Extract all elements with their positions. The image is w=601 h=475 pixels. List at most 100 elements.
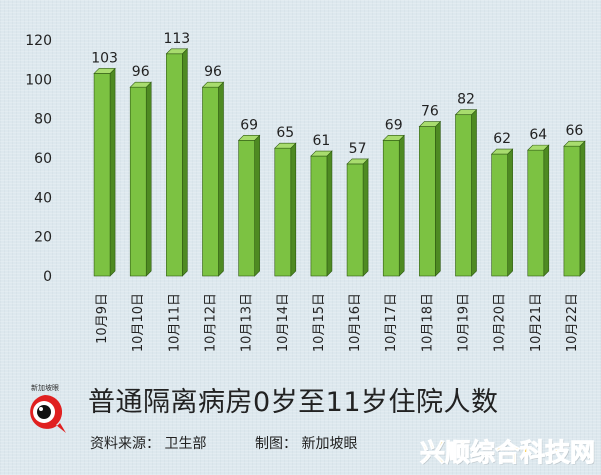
x-tick-label: 10月12日 bbox=[204, 293, 219, 352]
bar bbox=[310, 150, 333, 277]
x-tick-label: 10月16日 bbox=[348, 293, 363, 352]
data-label: 82 bbox=[457, 92, 475, 108]
source-note: 资料来源： 卫生部 bbox=[90, 436, 207, 452]
bar-top bbox=[346, 158, 369, 165]
bar-side bbox=[254, 134, 260, 277]
bar-side bbox=[182, 48, 188, 277]
bar-top bbox=[93, 68, 116, 74]
bar-front bbox=[419, 126, 436, 277]
x-tick-label: 10月11日 bbox=[167, 293, 182, 352]
bar-top bbox=[237, 135, 261, 141]
bar-top bbox=[274, 142, 297, 149]
bar-chart: 0 20 40 60 80 100 120 103 96 113 96 69 65 61 57 69 76 82… bbox=[25, 31, 586, 352]
bar bbox=[129, 81, 152, 277]
data-label: 96 bbox=[132, 64, 150, 80]
bar-side bbox=[326, 150, 333, 277]
bar-front bbox=[93, 73, 111, 277]
bar-side bbox=[109, 67, 116, 277]
x-axis: 10月9日 10月10日 10月11日 10月12日 10月13日 10月14日 10月15… bbox=[95, 293, 580, 352]
x-tick-label: 10月13日 bbox=[240, 293, 255, 352]
bar bbox=[454, 109, 478, 277]
bar-side bbox=[145, 81, 152, 277]
x-tick-label: 10月17日 bbox=[384, 293, 399, 352]
data-label: 62 bbox=[493, 131, 511, 147]
data-label: 96 bbox=[204, 64, 222, 80]
data-label: 65 bbox=[276, 125, 294, 141]
bar-front bbox=[346, 163, 364, 277]
bar-side bbox=[290, 142, 297, 277]
logo-text: 新加坡眼 bbox=[31, 384, 59, 392]
bar-side bbox=[579, 140, 586, 277]
y-tick-label: 120 bbox=[25, 33, 52, 49]
bar-front bbox=[238, 140, 255, 277]
bar bbox=[237, 134, 261, 277]
bar bbox=[201, 81, 225, 277]
bar-front bbox=[527, 149, 545, 277]
bar-front bbox=[563, 145, 581, 277]
x-tick-label: 10月9日 bbox=[95, 293, 110, 344]
bar-side bbox=[435, 120, 441, 277]
x-tick-label: 10月19日 bbox=[457, 293, 472, 352]
bar-front bbox=[491, 153, 508, 277]
bar-top bbox=[454, 109, 478, 116]
eye-logo-icon: 新加坡眼 bbox=[20, 383, 70, 443]
bar-front bbox=[455, 114, 472, 277]
bar-top bbox=[201, 81, 225, 88]
x-tick-label: 10月15日 bbox=[312, 293, 327, 352]
y-tick-label: 40 bbox=[34, 190, 52, 206]
bar-front bbox=[310, 155, 328, 277]
data-label: 61 bbox=[313, 133, 331, 149]
bar-front bbox=[382, 140, 400, 277]
bar-top bbox=[418, 121, 442, 127]
bar-top bbox=[310, 150, 333, 157]
bar-front bbox=[274, 147, 292, 277]
bar-side bbox=[543, 144, 550, 277]
x-tick-label: 10月14日 bbox=[276, 293, 291, 352]
data-label: 69 bbox=[240, 117, 258, 133]
y-tick-label: 20 bbox=[34, 230, 52, 246]
data-label: 69 bbox=[385, 117, 403, 133]
data-label: 113 bbox=[163, 31, 190, 47]
bar bbox=[93, 67, 116, 277]
x-tick-label: 10月21日 bbox=[529, 293, 544, 352]
y-tick-label: 100 bbox=[25, 72, 52, 88]
bar-top bbox=[563, 140, 586, 147]
bar bbox=[527, 144, 550, 277]
bar-top bbox=[527, 144, 550, 151]
y-tick-label: 80 bbox=[34, 112, 52, 128]
credit-note: 制图： 新加坡眼 bbox=[255, 436, 358, 452]
data-label: 57 bbox=[349, 141, 367, 157]
bar-side bbox=[218, 81, 224, 277]
data-label: 76 bbox=[421, 104, 439, 120]
data-label: 64 bbox=[529, 127, 547, 143]
bar bbox=[563, 140, 586, 277]
bar-side bbox=[398, 134, 405, 277]
data-label: 66 bbox=[566, 123, 584, 139]
bar-front bbox=[166, 53, 183, 277]
x-tick-label: 10月10日 bbox=[131, 293, 146, 352]
bar bbox=[490, 148, 514, 277]
bar bbox=[382, 134, 405, 277]
x-tick-label: 10月20日 bbox=[493, 293, 508, 352]
bar bbox=[418, 120, 442, 277]
y-axis: 0 20 40 60 80 100 120 bbox=[25, 33, 52, 285]
bar-side bbox=[471, 109, 477, 277]
bar bbox=[346, 158, 369, 277]
bar-top bbox=[129, 81, 152, 88]
bar bbox=[165, 48, 189, 277]
y-tick-label: 0 bbox=[43, 269, 52, 285]
bar-top bbox=[382, 135, 405, 141]
bar-top bbox=[165, 48, 189, 55]
bar-side bbox=[362, 158, 369, 277]
x-tick-label: 10月22日 bbox=[565, 293, 580, 352]
y-tick-label: 60 bbox=[34, 151, 52, 167]
bar-side bbox=[507, 148, 513, 277]
bar-top bbox=[490, 148, 514, 155]
bar-front bbox=[202, 86, 219, 277]
bar-front bbox=[129, 86, 147, 277]
watermark: 兴顺综合科技网 bbox=[419, 438, 595, 468]
x-tick-label: 10月18日 bbox=[420, 293, 435, 352]
bars: 103 96 113 96 69 65 61 57 69 76 82 62 64 66 bbox=[91, 31, 586, 277]
chart-caption-title: 普通隔离病房0岁至11岁住院人数 bbox=[88, 387, 499, 418]
bar bbox=[274, 142, 297, 277]
